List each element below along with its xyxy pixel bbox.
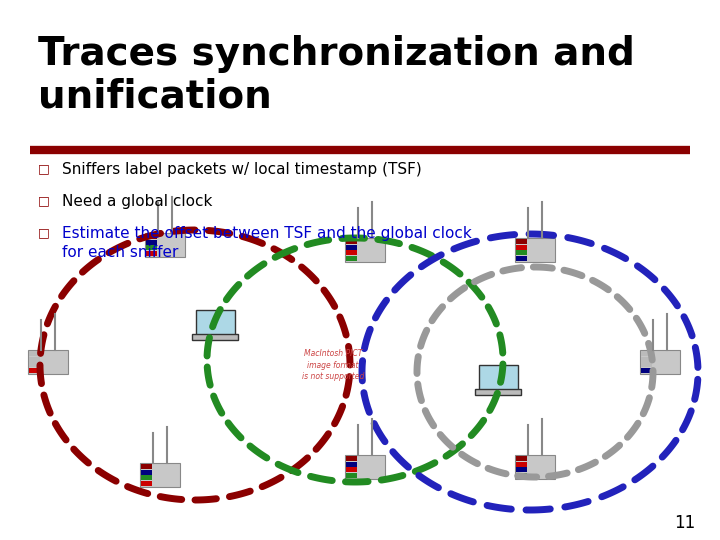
- Bar: [345, 455, 385, 479]
- FancyBboxPatch shape: [479, 365, 518, 390]
- Text: 11: 11: [674, 514, 695, 532]
- Bar: [146, 240, 157, 245]
- Bar: [146, 234, 157, 239]
- Bar: [140, 463, 180, 487]
- Bar: [516, 251, 527, 255]
- Bar: [141, 475, 152, 481]
- Text: □: □: [38, 194, 50, 207]
- Bar: [641, 368, 652, 373]
- Bar: [345, 238, 385, 262]
- Bar: [346, 467, 357, 472]
- Bar: [346, 456, 357, 461]
- Bar: [515, 238, 555, 262]
- FancyBboxPatch shape: [196, 310, 235, 335]
- Text: Need a global clock: Need a global clock: [62, 194, 212, 209]
- Text: □: □: [38, 226, 50, 239]
- Bar: [474, 389, 521, 395]
- Bar: [141, 481, 152, 486]
- Bar: [346, 251, 357, 255]
- Bar: [29, 351, 40, 356]
- Bar: [346, 462, 357, 467]
- Bar: [29, 362, 40, 367]
- Bar: [516, 245, 527, 250]
- Bar: [141, 464, 152, 469]
- Bar: [346, 245, 357, 250]
- Bar: [29, 368, 40, 373]
- Bar: [641, 362, 652, 367]
- Bar: [145, 233, 185, 257]
- Bar: [192, 334, 238, 340]
- Bar: [640, 350, 680, 374]
- Bar: [641, 351, 652, 356]
- Bar: [641, 357, 652, 362]
- Bar: [346, 256, 357, 261]
- Bar: [516, 462, 527, 467]
- Bar: [29, 357, 40, 362]
- Bar: [516, 456, 527, 461]
- Bar: [515, 455, 555, 479]
- Bar: [516, 256, 527, 261]
- Bar: [146, 251, 157, 256]
- Bar: [146, 245, 157, 251]
- Bar: [516, 473, 527, 478]
- Bar: [346, 473, 357, 478]
- Text: Estimate the offset between TSF and the global clock
for each sniffer: Estimate the offset between TSF and the …: [62, 226, 472, 260]
- Bar: [28, 350, 68, 374]
- Bar: [516, 239, 527, 244]
- Text: □: □: [38, 162, 50, 175]
- Text: Traces synchronization and
unification: Traces synchronization and unification: [38, 35, 635, 116]
- Text: MacIntosh PICT
image format
is not supported: MacIntosh PICT image format is not suppo…: [302, 349, 364, 381]
- Text: Sniffers label packets w/ local timestamp (TSF): Sniffers label packets w/ local timestam…: [62, 162, 422, 177]
- Bar: [346, 239, 357, 244]
- Bar: [141, 470, 152, 475]
- Bar: [516, 467, 527, 472]
